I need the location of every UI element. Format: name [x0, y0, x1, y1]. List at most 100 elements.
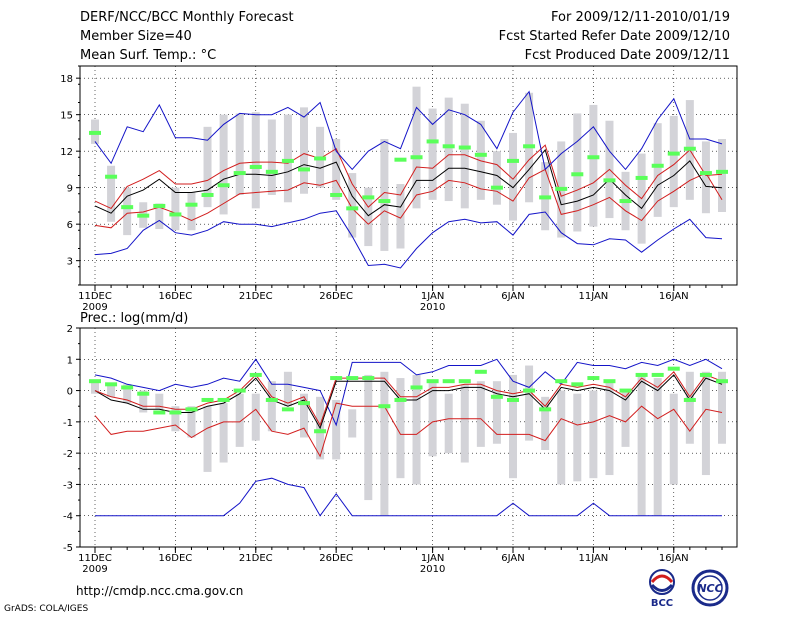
ensemble-box — [653, 123, 662, 217]
climatology-marker — [298, 401, 310, 406]
climatology-marker — [683, 397, 696, 402]
x-tick-label: 11DEC — [78, 553, 112, 564]
ensemble-box — [155, 203, 164, 230]
climatology-marker — [314, 429, 327, 434]
climatology-marker — [330, 192, 343, 197]
series-upper-line — [94, 371, 723, 427]
source-url[interactable]: http://cmdp.ncc.cma.gov.cn — [76, 584, 244, 598]
series-mean-line — [94, 148, 723, 217]
ensemble-box — [91, 381, 99, 394]
ensemble-box — [187, 192, 196, 231]
climatology-marker — [121, 205, 134, 210]
climatology-marker — [555, 379, 568, 384]
forecast-started: Fcst Started Refer Date 2009/12/10 — [498, 29, 730, 44]
climatology-marker — [442, 379, 455, 384]
climatology-marker — [507, 397, 519, 402]
ensemble-box — [155, 393, 164, 410]
series-min-line — [94, 90, 723, 171]
ensemble-box — [701, 141, 710, 214]
climatology-marker — [587, 376, 600, 381]
ensemble-box — [492, 381, 501, 444]
climatology-marker — [474, 369, 487, 374]
x-tick-label: 11JAN — [578, 291, 608, 302]
climatology-marker — [346, 206, 359, 211]
member-size: Member Size=40 — [80, 29, 192, 44]
ensemble-box — [396, 184, 405, 249]
climatology-marker — [683, 146, 696, 151]
x-tick-year-label: 2009 — [82, 564, 107, 575]
ensemble-box — [332, 139, 341, 200]
climatology-marker — [539, 195, 552, 200]
climatology-marker — [458, 379, 471, 384]
x-tick-label: 11DEC — [78, 291, 112, 302]
ensemble-box — [123, 384, 132, 404]
x-tick-year-label: 2010 — [420, 564, 445, 575]
climatology-marker — [201, 192, 214, 197]
ensemble-box — [235, 113, 244, 195]
climatology-marker — [265, 169, 278, 174]
ensemble-box — [364, 187, 373, 247]
ensemble-box — [348, 409, 357, 438]
climatology-marker — [410, 155, 423, 160]
climatology-marker — [105, 174, 118, 179]
climatology-marker — [458, 145, 471, 150]
climatology-marker — [233, 171, 246, 176]
climatology-marker — [442, 144, 455, 149]
y-tick-label: 1 — [67, 355, 73, 366]
climatology-marker — [89, 130, 101, 135]
ensemble-box — [235, 393, 244, 447]
climatology-marker — [153, 203, 166, 208]
ensemble-box — [460, 103, 469, 209]
ensemble-box — [283, 371, 292, 407]
climatology-marker — [619, 388, 632, 393]
climatology-marker — [298, 167, 310, 172]
ensemble-box — [428, 108, 437, 200]
ncc-logo: NCC — [691, 569, 729, 607]
climatology-marker — [410, 385, 423, 390]
ncc-logo-text: NCC — [697, 582, 722, 595]
climatology-marker — [571, 172, 584, 177]
climatology-marker — [362, 195, 375, 200]
ensemble-box — [267, 119, 276, 195]
x-tick-year-label: 2010 — [420, 302, 445, 313]
climatology-marker — [603, 178, 616, 183]
ensemble-box — [203, 126, 212, 208]
y-tick-label: 6 — [67, 220, 73, 231]
ensemble-box — [444, 393, 453, 454]
ensemble-box — [669, 115, 678, 208]
climatology-marker — [265, 397, 278, 402]
ensemble-box — [171, 406, 180, 432]
y-tick-label: 2 — [67, 324, 73, 335]
ensemble-box — [348, 173, 357, 238]
climatology-marker — [555, 186, 568, 191]
ensemble-box — [525, 365, 534, 441]
ensemble-box — [444, 97, 453, 202]
x-tick-label: 1JAN — [421, 553, 444, 564]
climatology-marker — [281, 158, 294, 163]
x-tick-label: 11JAN — [578, 553, 608, 564]
ensemble-box — [605, 381, 614, 476]
climatology-marker — [314, 156, 327, 161]
ensemble-box — [621, 390, 630, 447]
x-tick-label: 26DEC — [319, 291, 353, 302]
y-tick-label: 3 — [67, 257, 73, 268]
climatology-marker — [635, 372, 648, 377]
climatology-marker — [137, 213, 150, 218]
ensemble-box — [380, 139, 389, 251]
climatology-marker — [378, 404, 391, 409]
ensemble-box — [669, 393, 678, 485]
climatology-marker — [490, 394, 503, 399]
y-tick-label: -2 — [63, 449, 73, 460]
climatology-marker — [699, 372, 712, 377]
climatology-marker — [539, 407, 552, 412]
ensemble-box — [396, 378, 405, 479]
ensemble-box — [476, 120, 485, 200]
ensemble-box — [219, 114, 228, 215]
ensemble-box — [380, 371, 389, 516]
ensemble-box — [589, 104, 598, 227]
ensemble-box — [412, 86, 421, 209]
precip-panel-title: Prec.: log(mm/d) — [80, 311, 188, 326]
y-tick-label: 0 — [67, 387, 73, 398]
